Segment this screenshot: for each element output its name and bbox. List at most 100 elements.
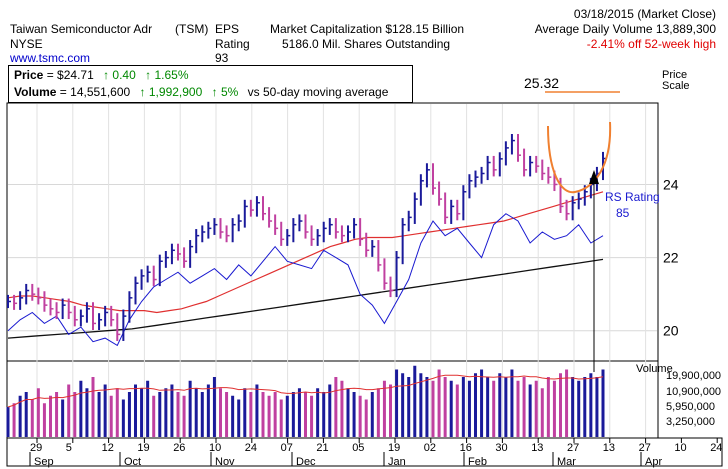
volume-bar	[79, 380, 83, 437]
volume-bar	[219, 388, 222, 437]
volume-axis-label: Volume	[636, 363, 673, 375]
x-day-label: 19	[137, 442, 149, 454]
price-tick-label: 20	[663, 323, 679, 339]
volume-bar	[225, 392, 229, 437]
volume-bar	[42, 403, 46, 437]
volume-bar	[407, 377, 411, 437]
volume-bar	[261, 392, 265, 437]
volume-bar	[346, 388, 350, 437]
volume-bar	[85, 388, 89, 437]
volume-bar	[212, 377, 216, 437]
volume-bar	[249, 392, 253, 437]
volume-bar	[395, 369, 399, 437]
volume-tick-label: 10,900,000	[666, 386, 721, 398]
x-day-label: 13	[531, 442, 543, 454]
volume-bar	[310, 395, 314, 437]
x-day-label: 26	[173, 442, 185, 454]
volume-bar	[134, 384, 137, 437]
volume-bar	[370, 392, 374, 437]
market-cap: Market Capitalization $128.15 Billion	[270, 22, 465, 36]
volume-bar	[467, 380, 471, 437]
price-tick-label: 22	[663, 250, 679, 266]
volume-bar	[121, 399, 125, 437]
volume-bar	[364, 399, 368, 437]
volume-bar	[194, 388, 198, 437]
volume-bar	[601, 369, 605, 437]
rs-line	[7, 213, 604, 347]
x-day-label: 24	[710, 442, 722, 454]
quote-date: 03/18/2015 (Market Close)	[573, 7, 716, 21]
price-scale-label-2: Scale	[662, 80, 690, 92]
high-label: 25.32	[524, 75, 559, 91]
volume-bar	[552, 380, 556, 437]
volume-bar	[267, 395, 271, 437]
date-axis	[6, 437, 723, 467]
volume-bar	[255, 384, 259, 437]
x-day-label: 07	[281, 442, 293, 454]
x-day-label: 29	[30, 442, 42, 454]
x-month-label: Nov	[215, 456, 235, 468]
volume-change-pct: ↑ 5%	[211, 85, 239, 99]
volume-bar	[510, 369, 514, 437]
x-day-label: 12	[102, 442, 114, 454]
volume-bar	[419, 373, 423, 437]
volume-bar	[188, 380, 192, 437]
volume-bar	[279, 399, 283, 437]
ma200-line	[7, 258, 604, 339]
volume-bar	[206, 384, 210, 437]
volume-bar	[480, 369, 484, 437]
buy-point-arrow-head	[589, 170, 599, 184]
x-month-label: Oct	[124, 456, 141, 468]
x-day-label: 24	[245, 442, 257, 454]
volume-bar	[504, 377, 508, 437]
volume-bar	[443, 377, 447, 437]
volume-bar	[6, 407, 10, 437]
x-month-label: Dec	[296, 456, 316, 468]
x-month-label: Apr	[645, 456, 662, 468]
volume-bar	[55, 392, 59, 437]
volume-bar	[237, 399, 241, 437]
cup-handle-curve	[547, 121, 612, 194]
volume-bar	[285, 395, 289, 437]
volume-bar	[522, 377, 526, 437]
volume-bar	[170, 384, 174, 437]
volume-bar	[115, 388, 119, 437]
volume-bar	[164, 388, 168, 437]
volume-bar	[492, 380, 496, 437]
volume-bar	[30, 399, 34, 437]
volume-value: = 14,551,600	[59, 85, 131, 99]
x-day-label: 30	[495, 442, 507, 454]
volume-bar	[152, 395, 156, 437]
volume-bar	[589, 373, 593, 437]
price-label: Price	[14, 68, 44, 82]
x-day-label: 10	[209, 442, 221, 454]
price-change-pct: ↑ 1.65%	[145, 68, 189, 82]
volume-bar	[376, 388, 380, 437]
eps-label: EPS	[215, 22, 240, 36]
website-link[interactable]: www.tsmc.com	[10, 51, 91, 65]
volume-bar	[73, 392, 77, 437]
volume-bar	[146, 380, 150, 437]
volume-bar	[474, 373, 477, 437]
rs-rating-value: 85	[616, 206, 630, 220]
x-day-label: 5	[66, 442, 72, 454]
volume-bar	[425, 377, 429, 437]
volume-bar	[103, 384, 107, 437]
volume-ma-line	[7, 374, 604, 408]
volume-bar	[595, 377, 599, 437]
volume-bar	[449, 380, 453, 437]
volume-bar	[291, 392, 295, 437]
volume-change: ↑ 1,992,900	[139, 85, 203, 99]
volume-bar	[516, 380, 520, 437]
volume-bar	[334, 377, 338, 437]
volume-bar	[328, 384, 332, 437]
volume-bar	[437, 369, 441, 437]
volume-bar	[127, 392, 131, 437]
volume-label: Volume	[14, 85, 57, 99]
volume-bar	[431, 380, 435, 437]
volume-bar	[182, 395, 186, 437]
volume-bar	[534, 380, 538, 437]
volume-bar	[498, 373, 502, 437]
x-month-label: Mar	[557, 456, 576, 468]
